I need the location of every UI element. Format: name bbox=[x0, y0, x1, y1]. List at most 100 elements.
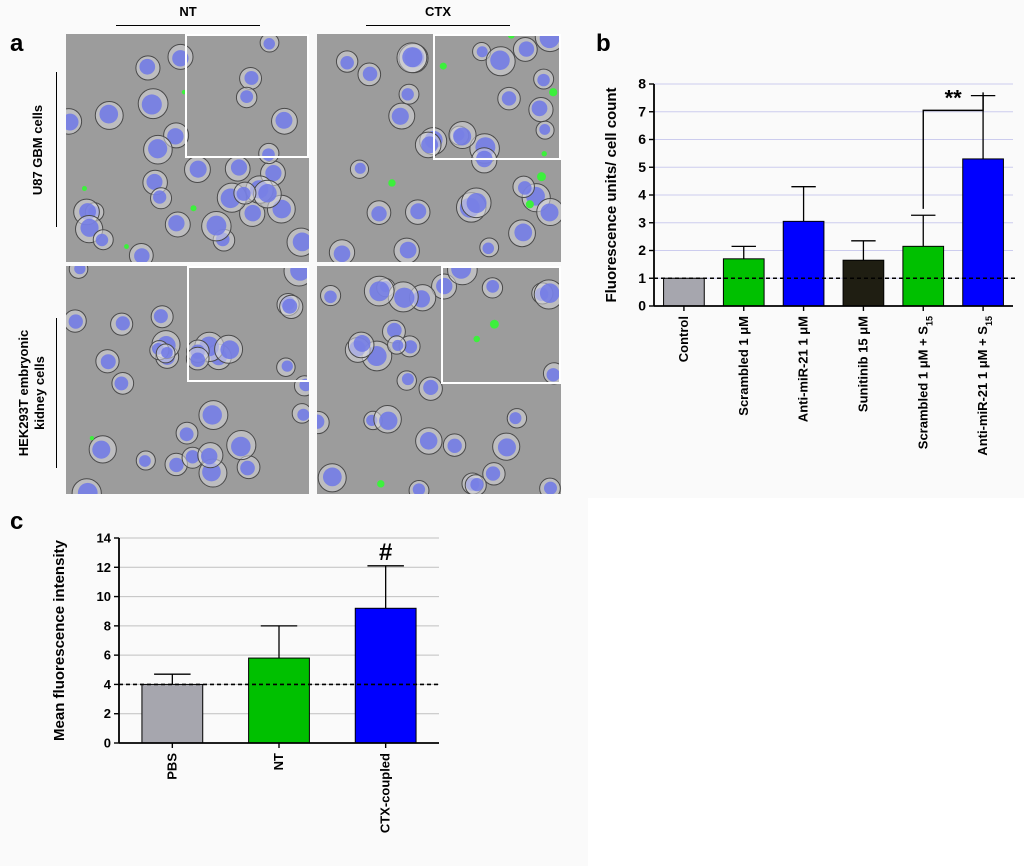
cell bbox=[405, 199, 431, 225]
cell bbox=[485, 46, 516, 77]
green-fluorescence-spot bbox=[124, 244, 129, 249]
bar-0 bbox=[141, 683, 204, 744]
panel-b-label: b bbox=[596, 30, 611, 57]
cell bbox=[366, 200, 392, 225]
cell bbox=[396, 42, 428, 74]
cell bbox=[258, 142, 280, 165]
cell-nucleus bbox=[80, 218, 99, 237]
cell bbox=[197, 442, 224, 469]
cell-nucleus bbox=[540, 203, 559, 222]
y-tick-label-2: 2 bbox=[638, 242, 646, 258]
cell bbox=[533, 68, 555, 90]
cell-nucleus bbox=[139, 455, 151, 467]
cell-nucleus bbox=[387, 322, 402, 338]
cell-nucleus bbox=[153, 309, 168, 324]
cell-nucleus bbox=[134, 248, 150, 262]
cell bbox=[226, 430, 257, 461]
cell-nucleus bbox=[324, 290, 337, 304]
category-label-5: Anti-miR-21 1 μM + S15 bbox=[975, 316, 994, 456]
cell-nucleus bbox=[292, 232, 309, 252]
category-label-1: NT bbox=[271, 753, 286, 770]
cell bbox=[512, 175, 535, 199]
cell bbox=[259, 34, 280, 53]
cell-nucleus bbox=[263, 38, 275, 50]
cell bbox=[464, 474, 487, 494]
cell-nucleus bbox=[95, 233, 109, 247]
cell-nucleus bbox=[518, 41, 535, 57]
category-label-5-subscript: 15 bbox=[984, 316, 994, 326]
row-label-hek293t-line-2: kidney cells bbox=[32, 356, 47, 430]
column-rule-nt bbox=[116, 25, 260, 26]
row-label-u87-line: U87 GBM cells bbox=[30, 104, 45, 196]
cell bbox=[66, 309, 87, 333]
cell bbox=[88, 435, 117, 464]
cell bbox=[150, 305, 174, 329]
cell-nucleus bbox=[148, 139, 168, 159]
significance-marker: # bbox=[379, 539, 392, 566]
cell bbox=[508, 219, 536, 248]
cell bbox=[492, 432, 521, 461]
micrograph-u87-ctx bbox=[317, 34, 561, 262]
cell-nucleus bbox=[379, 411, 398, 430]
cell bbox=[542, 362, 561, 385]
cell bbox=[128, 243, 154, 262]
cell-nucleus bbox=[369, 281, 390, 302]
bar-1 bbox=[722, 258, 765, 307]
cell bbox=[276, 357, 296, 377]
cell-nucleus bbox=[290, 266, 309, 281]
category-label-0: Control bbox=[676, 316, 691, 362]
cell bbox=[184, 156, 211, 183]
bar-3 bbox=[842, 259, 885, 307]
cell bbox=[512, 36, 538, 62]
cell-nucleus bbox=[447, 438, 462, 453]
cell bbox=[479, 237, 500, 258]
green-fluorescence-spot bbox=[89, 436, 95, 441]
category-label-4: Scrambled 1 μM + S15 bbox=[915, 316, 934, 449]
cell bbox=[357, 62, 382, 87]
cell-nucleus bbox=[244, 204, 262, 222]
cell bbox=[335, 50, 359, 73]
y-tick-label-3: 6 bbox=[104, 648, 111, 663]
cell-nucleus bbox=[539, 34, 560, 49]
cell-nucleus bbox=[423, 379, 439, 395]
cell-nucleus bbox=[501, 91, 517, 106]
cell-nucleus bbox=[244, 70, 259, 85]
green-fluorescence-spot bbox=[377, 480, 385, 488]
cell-nucleus bbox=[190, 352, 206, 368]
cell-nucleus bbox=[486, 280, 500, 293]
cell-nucleus bbox=[220, 340, 240, 360]
micrograph-u87-nt bbox=[66, 34, 309, 262]
cell bbox=[398, 83, 420, 105]
cell-nucleus bbox=[490, 50, 510, 71]
cell-nucleus bbox=[399, 241, 417, 259]
cell bbox=[68, 266, 89, 279]
cell bbox=[539, 477, 561, 494]
cell-nucleus bbox=[362, 66, 378, 82]
cell-nucleus bbox=[453, 127, 472, 146]
cell bbox=[137, 88, 169, 120]
cell-nucleus bbox=[100, 354, 116, 370]
cell bbox=[396, 370, 417, 391]
row-rule-u87 bbox=[56, 72, 57, 227]
y-tick-label-4: 8 bbox=[104, 618, 111, 633]
cell bbox=[528, 97, 554, 123]
cell bbox=[66, 108, 83, 135]
cell bbox=[388, 102, 416, 130]
category-label-5-main: Anti-miR-21 1 μM + S bbox=[975, 326, 990, 456]
cell-nucleus bbox=[401, 88, 414, 101]
micrograph-hek293t-ctx-inset-frame bbox=[441, 266, 561, 384]
cell bbox=[291, 403, 309, 424]
cell-nucleus bbox=[403, 340, 418, 354]
category-label-4-subscript: 15 bbox=[924, 316, 934, 326]
micrograph-hek293t-nt bbox=[66, 266, 309, 494]
cell-nucleus bbox=[146, 173, 163, 190]
green-fluorescence-spot bbox=[473, 335, 480, 343]
cell bbox=[497, 86, 521, 111]
row-label-u87: U87 GBM cells bbox=[30, 105, 46, 195]
cell bbox=[155, 343, 176, 364]
y-tick-label-6: 6 bbox=[638, 131, 646, 147]
y-tick-label-5: 5 bbox=[638, 159, 646, 175]
y-tick-label-4: 4 bbox=[638, 187, 646, 203]
column-rule-ctx bbox=[366, 25, 510, 26]
y-axis-title: Mean fluorescence intensity bbox=[51, 539, 68, 741]
